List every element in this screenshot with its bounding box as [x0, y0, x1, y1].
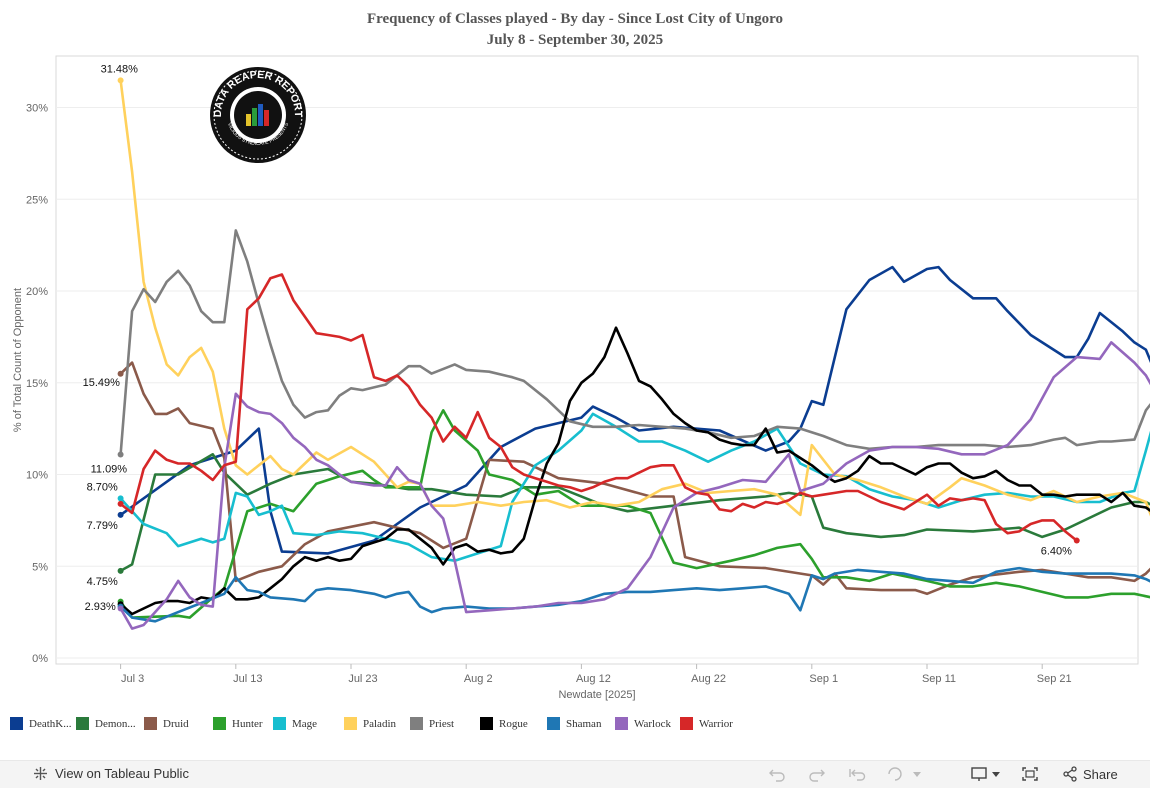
x-tick-label: Sep 1	[809, 673, 838, 685]
y-tick-label: 10%	[26, 470, 48, 482]
legend-item[interactable]: Druid	[144, 717, 189, 730]
view-on-tableau-link[interactable]: View on Tableau Public	[33, 766, 189, 781]
legend-swatch	[10, 717, 23, 730]
legend-swatch	[480, 717, 493, 730]
legend-swatch	[76, 717, 89, 730]
share-button[interactable]: Share	[1062, 766, 1118, 782]
revert-icon[interactable]	[848, 766, 866, 782]
x-tick-label: Aug 2	[464, 673, 493, 685]
y-tick-label: 5%	[32, 561, 48, 573]
series-line-shaman	[119, 566, 1150, 623]
x-tick-label: Sep 11	[922, 673, 956, 685]
legend-label: Mage	[292, 717, 318, 730]
chart-subtitle: July 8 - September 30, 2025	[486, 32, 664, 48]
series-start-marker	[117, 605, 124, 612]
data-label-start: 31.48%	[101, 63, 139, 75]
x-tick-label: Sep 21	[1037, 673, 1072, 685]
series-line-warlock	[119, 341, 1150, 630]
series-line-hunter	[119, 408, 1150, 619]
download-icon[interactable]	[970, 766, 1002, 782]
data-label-start: 2.93%	[85, 601, 116, 613]
legend-swatch	[344, 717, 357, 730]
undo-icon[interactable]	[768, 766, 786, 782]
series-line-priest	[119, 229, 1150, 456]
legend-label: Demon...	[95, 717, 136, 730]
series-start-marker	[117, 567, 124, 574]
legend-label: Druid	[163, 717, 189, 730]
series-line-demon	[119, 452, 1150, 573]
y-tick-label: 0%	[32, 653, 48, 665]
tableau-toolbar: View on Tableau Public Share	[0, 760, 1150, 788]
x-tick-label: Aug 22	[691, 673, 726, 685]
series-start-marker	[117, 495, 124, 502]
legend-swatch	[547, 717, 560, 730]
legend-item[interactable]: Demon...	[76, 717, 136, 730]
series-line-druid	[119, 361, 1150, 596]
data-label-extra: 6.40%	[1041, 546, 1072, 558]
legend-swatch	[410, 717, 423, 730]
series-start-marker	[117, 370, 124, 377]
legend-label: Rogue	[499, 717, 528, 730]
line-chart: 0% 5% 10% 15% 20% 25% 30% Jul 3 Jul 13 Jul 23 Aug …	[12, 55, 1150, 701]
y-tick-label: 30%	[26, 103, 48, 115]
data-label-start: 15.49%	[83, 377, 121, 389]
chart-title: Frequency of Classes played - By day - S…	[366, 11, 784, 27]
y-tick-label: 15%	[26, 378, 48, 390]
series-start-marker	[117, 77, 124, 84]
legend-label: Paladin	[363, 717, 396, 730]
series-end-marker	[1073, 537, 1080, 544]
pause-updates-icon[interactable]	[886, 766, 922, 782]
series-line-warrior	[119, 273, 1079, 542]
y-tick-label: 25%	[26, 194, 48, 206]
x-axis-label: Newdate [2025]	[558, 689, 635, 701]
legend-swatch	[273, 717, 286, 730]
legend-label: Shaman	[566, 717, 602, 730]
series-line-rogue	[119, 326, 1150, 616]
legend-swatch	[213, 717, 226, 730]
tableau-icon	[34, 767, 47, 780]
fullscreen-icon[interactable]	[1021, 766, 1039, 782]
series-start-marker	[117, 511, 124, 518]
series-start-marker	[117, 451, 124, 458]
legend-swatch	[144, 717, 157, 730]
view-on-tableau-label: View on Tableau Public	[55, 766, 189, 781]
legend-swatch	[615, 717, 628, 730]
legend-label: DeathK...	[29, 717, 72, 730]
legend-label: Priest	[429, 717, 455, 730]
legend-item[interactable]: Warlock	[615, 717, 671, 730]
data-label-start: 4.75%	[87, 576, 118, 588]
data-label-start: 7.79%	[87, 520, 118, 532]
legend-label: Warrior	[699, 717, 733, 730]
legend-item[interactable]: Warrior	[680, 717, 733, 730]
legend-item[interactable]: Rogue	[480, 717, 528, 730]
y-axis-label: % of Total Count of Opponent	[12, 288, 24, 432]
legend-item[interactable]: Priest	[410, 717, 454, 730]
series-line-mage	[119, 412, 1150, 563]
series-line-deathk	[119, 265, 1150, 555]
redo-icon[interactable]	[808, 766, 826, 782]
x-tick-label: Aug 12	[576, 673, 611, 685]
y-tick-label: 20%	[26, 286, 48, 298]
legend-label: Hunter	[232, 717, 263, 730]
data-label-start: 11.09%	[91, 463, 128, 475]
x-tick-label: Jul 13	[233, 673, 262, 685]
legend-label: Warlock	[634, 717, 671, 730]
legend-item[interactable]: DeathK...	[10, 717, 71, 730]
legend-swatch	[680, 717, 693, 730]
data-reaper-logo: DATA REAPER REPORT VICIOUS SYNDICATE PRE…	[207, 66, 309, 164]
series-start-marker	[117, 500, 124, 507]
data-label-start: 8.70%	[87, 481, 118, 493]
x-tick-label: Jul 3	[121, 673, 144, 685]
share-icon	[1063, 766, 1077, 782]
legend-item[interactable]: Hunter	[213, 717, 263, 730]
legend-item[interactable]: Shaman	[547, 717, 601, 730]
share-label: Share	[1083, 766, 1118, 782]
legend-item[interactable]: Mage	[273, 717, 317, 730]
legend-item[interactable]: Paladin	[344, 717, 396, 730]
x-tick-label: Jul 23	[348, 673, 377, 685]
